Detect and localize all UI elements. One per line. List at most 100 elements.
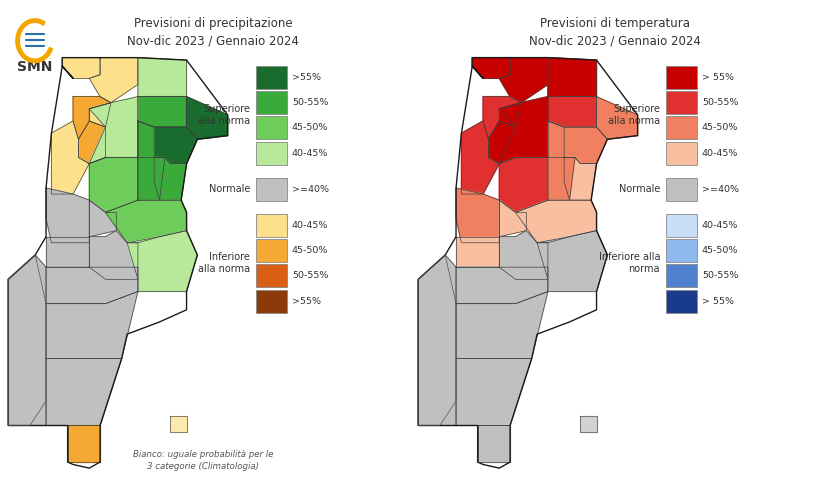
- Text: 45-50%: 45-50%: [292, 124, 328, 132]
- Polygon shape: [8, 255, 46, 425]
- Polygon shape: [138, 121, 197, 164]
- Polygon shape: [89, 158, 138, 212]
- Polygon shape: [455, 188, 499, 243]
- Polygon shape: [89, 97, 138, 164]
- Polygon shape: [563, 158, 596, 200]
- Polygon shape: [46, 358, 121, 425]
- Bar: [256, 116, 287, 139]
- Text: >=40%: >=40%: [701, 185, 738, 194]
- Text: Previsioni di precipitazione
Nov-dic 2023 / Gennaio 2024: Previsioni di precipitazione Nov-dic 202…: [127, 17, 299, 48]
- Polygon shape: [455, 358, 531, 425]
- Polygon shape: [186, 97, 228, 139]
- Polygon shape: [89, 230, 138, 279]
- Text: Normale: Normale: [618, 184, 659, 194]
- Polygon shape: [547, 121, 607, 164]
- Polygon shape: [488, 121, 515, 164]
- Text: Bianco: uguale probabilità per le
3 categorie (Climatologia): Bianco: uguale probabilità per le 3 cate…: [133, 450, 273, 471]
- Text: 40-45%: 40-45%: [292, 221, 328, 229]
- Polygon shape: [8, 255, 46, 425]
- Polygon shape: [515, 200, 596, 243]
- Text: >=40%: >=40%: [292, 185, 328, 194]
- Polygon shape: [580, 416, 596, 432]
- Polygon shape: [46, 237, 89, 267]
- Text: 40-45%: 40-45%: [701, 149, 737, 158]
- Text: 45-50%: 45-50%: [701, 246, 737, 255]
- Polygon shape: [499, 158, 547, 212]
- Bar: [256, 214, 287, 237]
- Polygon shape: [499, 200, 526, 237]
- Polygon shape: [482, 97, 520, 139]
- Text: Inferiore alla
norma: Inferiore alla norma: [598, 252, 659, 274]
- Polygon shape: [106, 200, 186, 243]
- Polygon shape: [499, 230, 547, 279]
- Polygon shape: [477, 425, 509, 462]
- Text: Normale: Normale: [209, 184, 250, 194]
- Polygon shape: [79, 121, 106, 164]
- Text: 50-55%: 50-55%: [701, 98, 737, 107]
- Polygon shape: [127, 230, 197, 292]
- Polygon shape: [499, 97, 547, 164]
- Text: >55%: >55%: [292, 297, 320, 306]
- Polygon shape: [73, 97, 111, 139]
- Text: SMN: SMN: [17, 60, 52, 74]
- Bar: [665, 116, 696, 139]
- Bar: [665, 264, 696, 287]
- Polygon shape: [52, 121, 89, 194]
- Polygon shape: [46, 267, 138, 304]
- Polygon shape: [499, 57, 547, 103]
- Bar: [256, 142, 287, 165]
- Text: Superiore
alla norma: Superiore alla norma: [607, 104, 659, 126]
- Polygon shape: [89, 200, 116, 237]
- Polygon shape: [596, 97, 637, 139]
- Polygon shape: [455, 237, 499, 267]
- Polygon shape: [455, 267, 547, 304]
- Text: > 55%: > 55%: [701, 297, 733, 306]
- Polygon shape: [46, 188, 89, 243]
- Polygon shape: [536, 230, 607, 292]
- Polygon shape: [499, 103, 520, 127]
- Polygon shape: [472, 57, 509, 79]
- Polygon shape: [89, 103, 111, 127]
- Bar: [665, 142, 696, 165]
- Text: > 55%: > 55%: [701, 73, 733, 81]
- Bar: [256, 91, 287, 114]
- Polygon shape: [138, 97, 186, 127]
- Polygon shape: [461, 121, 499, 194]
- Polygon shape: [547, 121, 574, 200]
- Polygon shape: [455, 292, 547, 358]
- Bar: [256, 66, 287, 89]
- Polygon shape: [89, 57, 138, 103]
- Text: 40-45%: 40-45%: [292, 149, 328, 158]
- Polygon shape: [46, 292, 138, 358]
- Polygon shape: [154, 158, 186, 200]
- Bar: [665, 178, 696, 201]
- Bar: [665, 66, 696, 89]
- Text: 45-50%: 45-50%: [701, 124, 737, 132]
- Bar: [665, 214, 696, 237]
- Polygon shape: [418, 255, 455, 425]
- Text: 50-55%: 50-55%: [292, 98, 328, 107]
- Polygon shape: [138, 57, 186, 97]
- Text: 40-45%: 40-45%: [701, 221, 737, 229]
- Text: Previsioni di temperatura
Nov-dic 2023 / Gennaio 2024: Previsioni di temperatura Nov-dic 2023 /…: [528, 17, 700, 48]
- Polygon shape: [67, 425, 100, 462]
- Polygon shape: [170, 416, 186, 432]
- Text: 45-50%: 45-50%: [292, 246, 328, 255]
- Polygon shape: [138, 121, 165, 200]
- Polygon shape: [547, 97, 596, 127]
- Polygon shape: [418, 255, 455, 425]
- Bar: [256, 264, 287, 287]
- Text: 50-55%: 50-55%: [701, 272, 737, 280]
- Text: Superiore
alla norma: Superiore alla norma: [197, 104, 250, 126]
- Bar: [256, 290, 287, 313]
- Text: Inferiore
alla norma: Inferiore alla norma: [197, 252, 250, 274]
- Bar: [665, 239, 696, 262]
- Bar: [256, 178, 287, 201]
- Text: 50-55%: 50-55%: [292, 272, 328, 280]
- Bar: [665, 290, 696, 313]
- Bar: [256, 239, 287, 262]
- Polygon shape: [62, 57, 100, 79]
- Polygon shape: [547, 57, 596, 97]
- Text: >55%: >55%: [292, 73, 320, 81]
- Bar: [665, 91, 696, 114]
